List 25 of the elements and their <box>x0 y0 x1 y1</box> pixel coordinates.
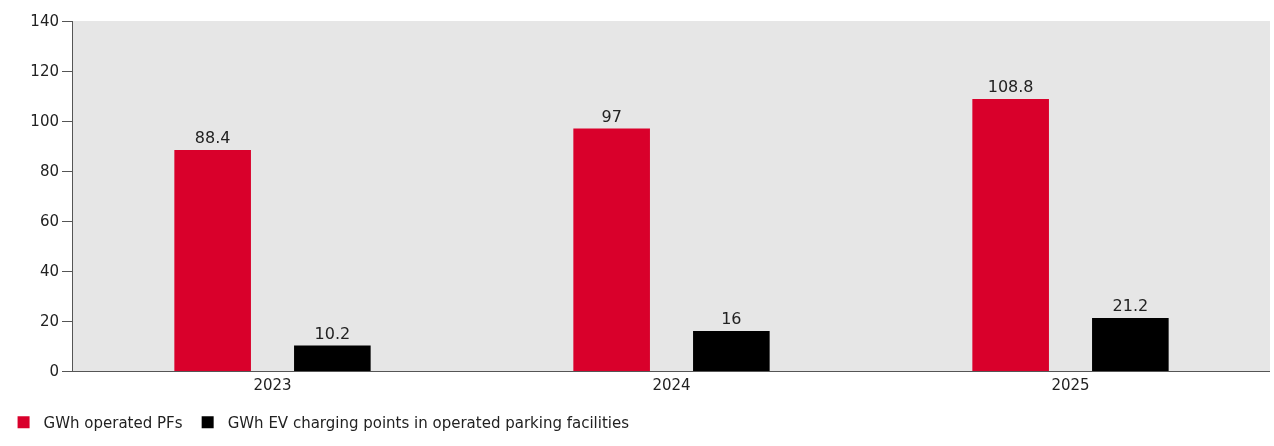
legend-label: GWh EV charging points in operated parking facilities <box>227 414 630 433</box>
bar <box>174 150 251 371</box>
data-label: 10.2 <box>314 323 351 343</box>
data-label: 16 <box>721 309 742 328</box>
y-tick-label: 140 <box>30 12 59 31</box>
y-tick-label: 40 <box>39 262 59 281</box>
x-tick-label: 2023 <box>253 376 292 394</box>
y-tick-label: 60 <box>39 212 59 231</box>
x-tick-label: 2025 <box>1051 376 1090 394</box>
bar <box>1092 318 1169 371</box>
bar <box>573 128 650 371</box>
y-tick-label: 80 <box>39 162 59 181</box>
x-tick-label: 2024 <box>652 376 691 394</box>
y-tick-label: 120 <box>30 62 59 81</box>
y-tick-label: 20 <box>39 312 59 331</box>
data-label: 108.8 <box>987 77 1034 96</box>
data-label: 88.4 <box>194 128 231 147</box>
data-label: 97 <box>601 106 622 126</box>
bar <box>693 331 770 371</box>
bar <box>294 345 371 371</box>
legend-label: GWh operated PFs <box>43 414 183 433</box>
bar <box>972 99 1049 371</box>
data-label: 21.2 <box>1112 296 1149 315</box>
y-tick-label: 0 <box>49 362 59 381</box>
y-tick-label: 100 <box>30 112 59 131</box>
